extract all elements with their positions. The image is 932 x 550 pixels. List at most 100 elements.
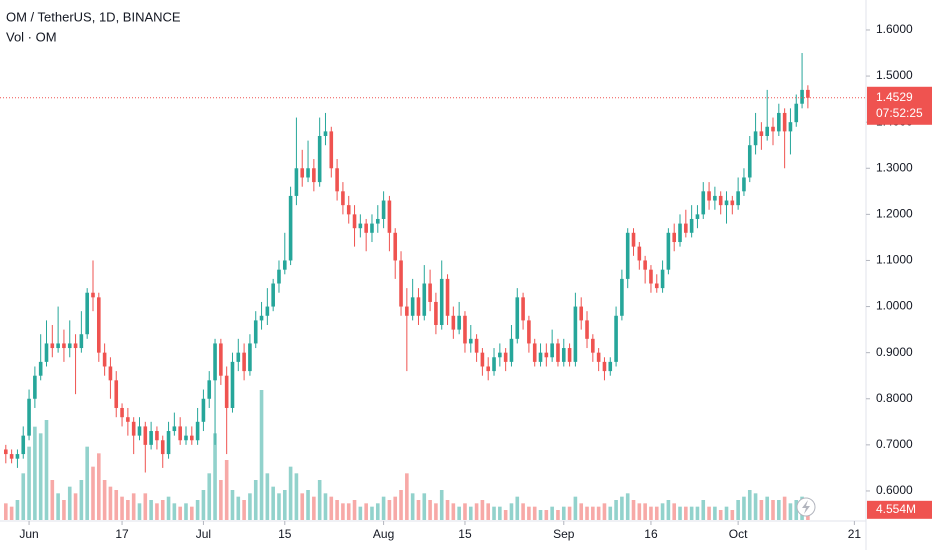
x-tick-label: Jul xyxy=(196,527,211,541)
candle-body xyxy=(689,218,694,233)
volume-bar xyxy=(759,500,764,520)
candle-body xyxy=(492,357,496,372)
volume-bar xyxy=(654,506,659,520)
candle-body xyxy=(410,297,415,316)
candle-body xyxy=(806,89,810,98)
x-tick-label: 16 xyxy=(644,527,658,541)
volume-bar xyxy=(323,493,328,520)
candle-body xyxy=(503,352,508,362)
candle-body xyxy=(416,297,421,316)
volume-bar xyxy=(527,506,531,520)
plot xyxy=(4,53,810,520)
candle-body xyxy=(684,223,688,233)
volume-bar xyxy=(434,503,438,520)
candle-body xyxy=(282,260,287,270)
candle-body xyxy=(50,343,55,349)
candle-body xyxy=(85,292,89,335)
volume-bar xyxy=(573,496,578,520)
volume-bar xyxy=(195,500,200,520)
candle-body xyxy=(561,348,566,362)
candle-body xyxy=(213,343,217,381)
volume-bar xyxy=(445,500,450,520)
candle-body xyxy=(660,269,665,289)
candle-body xyxy=(480,352,485,367)
volume-bar xyxy=(38,433,43,520)
candle-body xyxy=(608,361,613,372)
volume-bar xyxy=(684,506,688,520)
candle-body xyxy=(184,435,188,441)
volume-bar xyxy=(777,500,781,520)
candle-body xyxy=(224,375,229,408)
x-tick-label: 15 xyxy=(458,527,472,541)
volume-bar xyxy=(649,506,653,520)
candle-body xyxy=(160,440,165,455)
volume-bar xyxy=(155,503,159,520)
candle-body xyxy=(317,135,322,183)
volume-bar xyxy=(85,446,89,520)
candle-body xyxy=(375,218,380,224)
candle-body xyxy=(346,205,351,215)
volume-bar xyxy=(300,493,305,520)
candle-body xyxy=(439,278,444,325)
volume-bar xyxy=(207,473,212,520)
candle-body xyxy=(718,195,723,206)
replay-icon-bolt xyxy=(802,500,810,514)
candle-body xyxy=(56,343,60,349)
candle-body xyxy=(352,214,357,229)
candle-body xyxy=(21,435,26,455)
candle-body xyxy=(800,89,804,104)
candle-body xyxy=(649,269,653,284)
volume-bar xyxy=(213,433,217,520)
candle-body xyxy=(236,352,241,362)
volume-bar xyxy=(567,506,572,520)
candle-body xyxy=(67,343,72,349)
x-tick-label: 15 xyxy=(278,527,292,541)
volume-bar xyxy=(672,503,677,520)
volume-bar xyxy=(532,506,537,520)
candle-body xyxy=(335,168,339,192)
candle-body xyxy=(33,375,37,399)
volume-bar xyxy=(352,500,357,520)
candle-body xyxy=(62,343,66,349)
candle-body xyxy=(707,191,711,201)
volume-bar xyxy=(248,493,252,520)
candle-body xyxy=(189,435,194,441)
volume-bar xyxy=(184,503,188,520)
candle-body xyxy=(498,352,502,358)
volume-bar xyxy=(707,506,711,520)
candle-body xyxy=(474,338,479,353)
candle-body xyxy=(573,306,578,362)
volume-bar xyxy=(370,506,374,520)
candle-body xyxy=(288,195,293,261)
candle-body xyxy=(131,421,136,436)
volume-bar xyxy=(794,500,799,520)
volume-bar xyxy=(498,506,502,520)
candle-body xyxy=(468,338,473,344)
candle-body xyxy=(126,417,130,422)
candle-body xyxy=(114,380,119,408)
volume-bar xyxy=(422,493,427,520)
volume-bar xyxy=(381,496,386,520)
volume-bar xyxy=(346,503,351,520)
volume-bar xyxy=(608,506,613,520)
volume-tag-label: 4.554M xyxy=(876,502,916,516)
candle-body xyxy=(358,223,363,229)
candle-body xyxy=(631,232,636,247)
volume-bar xyxy=(660,503,665,520)
candle-body xyxy=(207,380,212,399)
candle-body xyxy=(753,131,758,146)
candle-body xyxy=(201,398,206,422)
volume-bar xyxy=(742,496,746,520)
candle-body xyxy=(724,200,729,206)
x-tick-label: Sep xyxy=(553,527,575,541)
volume-bar xyxy=(358,506,363,520)
volume-bar xyxy=(219,480,223,520)
volume-bar xyxy=(788,503,793,520)
volume-bar xyxy=(416,500,421,520)
volume-bar xyxy=(492,506,496,520)
y-tick-label: 1.6000 xyxy=(876,22,913,36)
candle-body xyxy=(527,320,531,344)
candle-body xyxy=(759,131,764,136)
candle-body xyxy=(602,361,607,372)
candle-body xyxy=(38,361,43,376)
